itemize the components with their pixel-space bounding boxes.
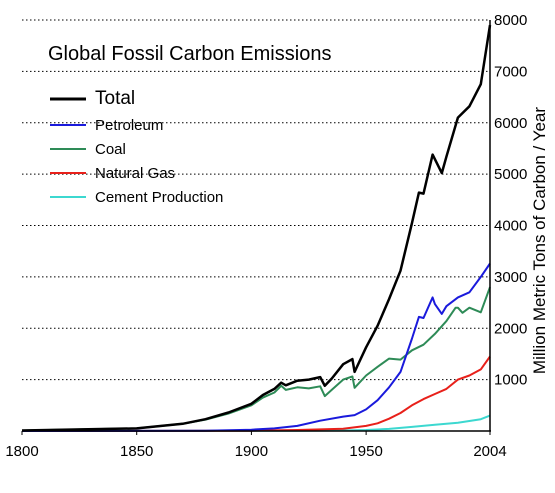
legend-label-natural-gas: Natural Gas	[95, 165, 175, 182]
tick-labels: 1800 1850 1900 1950 2004 1000 2000 3000 4000 5000…	[5, 12, 527, 460]
y-tick-label-6000: 6000	[494, 115, 527, 132]
legend: Total Petroleum Coal Natural Gas Cement Prod…	[50, 88, 223, 206]
x-tick-label-1850: 1850	[120, 443, 153, 460]
y-tick-label-1000: 1000	[494, 372, 527, 389]
x-tick-label-1950: 1950	[349, 443, 382, 460]
chart-title: Global Fossil Carbon Emissions	[48, 43, 331, 65]
x-tick-label-1900: 1900	[235, 443, 268, 460]
x-tick-label-1800: 1800	[5, 443, 38, 460]
series-layer	[21, 24, 492, 432]
series-line-petroleum	[21, 262, 491, 432]
y-tick-label-7000: 7000	[494, 63, 527, 80]
series-line-coal	[21, 286, 491, 432]
series-line-total	[21, 24, 492, 432]
y-tick-label-8000: 8000	[494, 12, 527, 29]
y-tick-label-2000: 2000	[494, 320, 527, 337]
x-tick-label-2004: 2004	[473, 443, 506, 460]
y-axis-label: Million Metric Tons of Carbon / Year	[530, 107, 549, 374]
y-tick-label-5000: 5000	[494, 166, 527, 183]
legend-label-coal: Coal	[95, 141, 126, 158]
legend-label-total: Total	[95, 88, 135, 109]
legend-label-cement-production: Cement Production	[95, 189, 223, 206]
legend-label-petroleum: Petroleum	[95, 117, 163, 134]
series-line-natural-gas	[21, 355, 491, 432]
axes	[22, 20, 491, 432]
y-tick-label-3000: 3000	[494, 269, 527, 286]
y-tick-label-4000: 4000	[494, 218, 527, 235]
